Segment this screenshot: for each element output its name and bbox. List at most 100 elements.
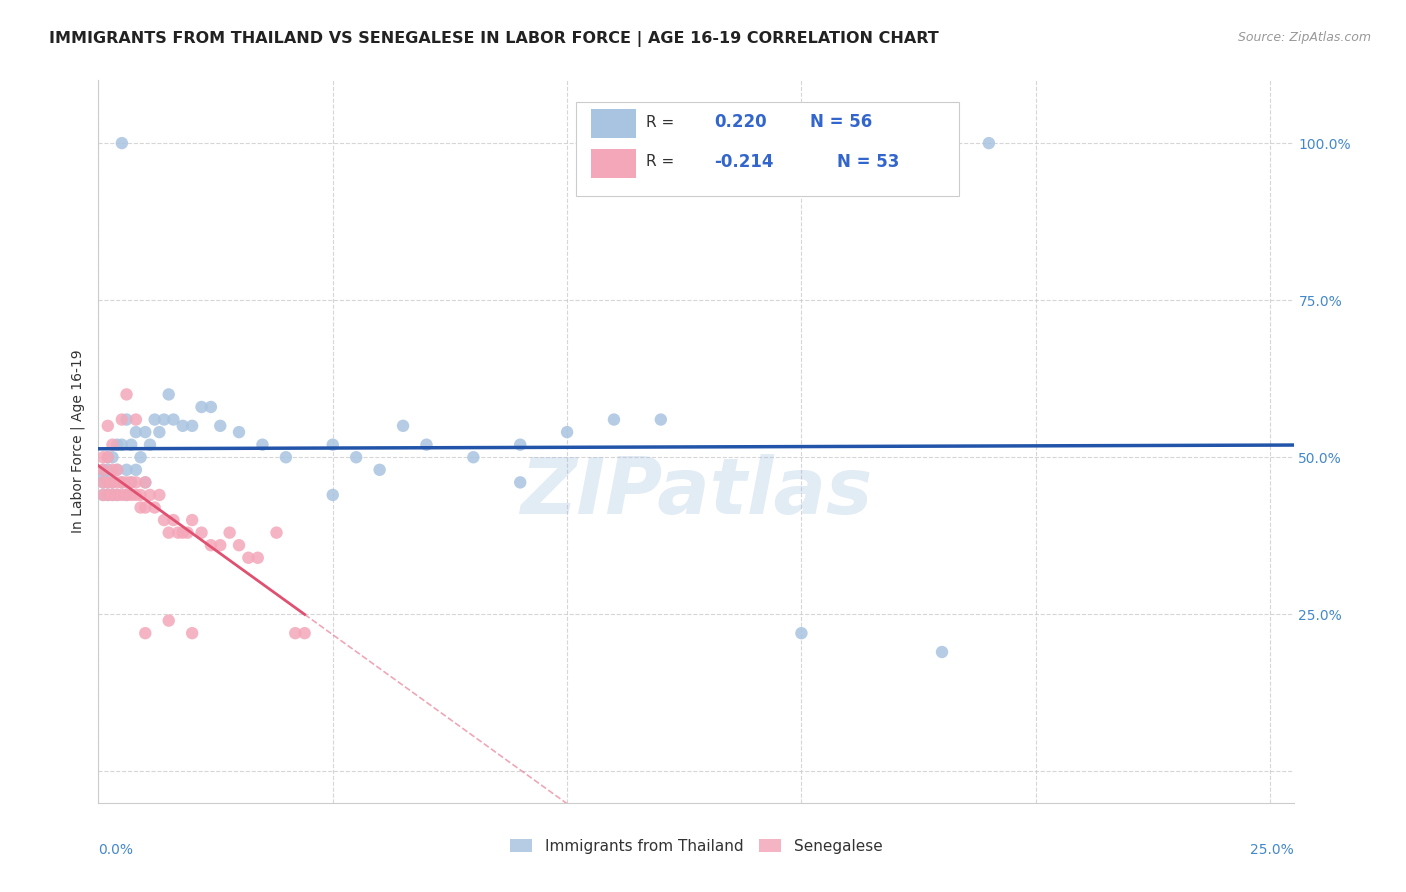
Point	[91, 488, 114, 502]
Point	[238, 550, 260, 565]
Point	[181, 626, 204, 640]
Point	[115, 463, 138, 477]
Text: N = 56: N = 56	[810, 113, 872, 131]
Point	[105, 438, 128, 452]
Bar	[591, 109, 637, 138]
Point	[120, 438, 142, 452]
Point	[134, 425, 156, 439]
Point	[91, 488, 114, 502]
Point	[125, 463, 148, 477]
Point	[200, 400, 222, 414]
Point	[120, 475, 142, 490]
Point	[162, 412, 184, 426]
Point	[143, 500, 166, 515]
Point	[115, 488, 138, 502]
Point	[228, 425, 250, 439]
Point	[120, 475, 142, 490]
Bar	[591, 149, 637, 178]
Point	[97, 488, 120, 502]
Point	[105, 488, 128, 502]
Point	[209, 418, 232, 433]
Point	[322, 488, 344, 502]
Point	[105, 475, 128, 490]
Point	[91, 475, 114, 490]
Point	[176, 525, 198, 540]
Point	[101, 488, 124, 502]
Point	[148, 488, 170, 502]
Text: R =: R =	[645, 154, 673, 169]
Text: 0.220: 0.220	[714, 113, 766, 131]
Point	[115, 412, 138, 426]
Legend: Immigrants from Thailand, Senegalese: Immigrants from Thailand, Senegalese	[503, 833, 889, 860]
Point	[111, 136, 134, 150]
Text: N = 53: N = 53	[837, 153, 900, 171]
Point	[148, 425, 170, 439]
Point	[181, 513, 204, 527]
Point	[111, 412, 134, 426]
Point	[172, 418, 194, 433]
FancyBboxPatch shape	[576, 102, 959, 196]
Point	[134, 475, 156, 490]
Text: Source: ZipAtlas.com: Source: ZipAtlas.com	[1237, 31, 1371, 45]
Point	[91, 463, 114, 477]
Point	[650, 412, 672, 426]
Point	[111, 438, 134, 452]
Point	[97, 475, 120, 490]
Point	[111, 475, 134, 490]
Point	[139, 438, 162, 452]
Point	[190, 525, 212, 540]
Point	[97, 488, 120, 502]
Point	[977, 136, 1000, 150]
Point	[509, 438, 531, 452]
Point	[463, 450, 485, 465]
Text: 0.0%: 0.0%	[98, 843, 134, 857]
Point	[139, 488, 162, 502]
Point	[105, 463, 128, 477]
Point	[162, 513, 184, 527]
Point	[101, 438, 124, 452]
Point	[115, 475, 138, 490]
Point	[153, 412, 176, 426]
Point	[105, 488, 128, 502]
Point	[344, 450, 367, 465]
Text: 25.0%: 25.0%	[1250, 843, 1294, 857]
Point	[125, 475, 148, 490]
Point	[274, 450, 297, 465]
Point	[415, 438, 437, 452]
Point	[218, 525, 240, 540]
Point	[115, 387, 138, 401]
Point	[200, 538, 222, 552]
Point	[157, 525, 180, 540]
Point	[134, 626, 156, 640]
Point	[228, 538, 250, 552]
Y-axis label: In Labor Force | Age 16-19: In Labor Force | Age 16-19	[70, 350, 86, 533]
Point	[115, 488, 138, 502]
Point	[252, 438, 274, 452]
Point	[129, 450, 152, 465]
Point	[125, 412, 148, 426]
Point	[368, 463, 391, 477]
Point	[392, 418, 415, 433]
Point	[111, 488, 134, 502]
Point	[157, 387, 180, 401]
Point	[294, 626, 316, 640]
Point	[603, 412, 626, 426]
Point	[153, 513, 176, 527]
Point	[209, 538, 232, 552]
Point	[181, 418, 204, 433]
Point	[97, 450, 120, 465]
Point	[97, 450, 120, 465]
Point	[111, 475, 134, 490]
Point	[91, 450, 114, 465]
Point	[134, 475, 156, 490]
Text: IMMIGRANTS FROM THAILAND VS SENEGALESE IN LABOR FORCE | AGE 16-19 CORRELATION CH: IMMIGRANTS FROM THAILAND VS SENEGALESE I…	[49, 31, 939, 47]
Text: ZIPatlas: ZIPatlas	[520, 454, 872, 530]
Point	[129, 500, 152, 515]
Point	[157, 614, 180, 628]
Text: R =: R =	[645, 115, 673, 129]
Point	[172, 525, 194, 540]
Point	[134, 500, 156, 515]
Point	[101, 450, 124, 465]
Point	[284, 626, 307, 640]
Point	[97, 418, 120, 433]
